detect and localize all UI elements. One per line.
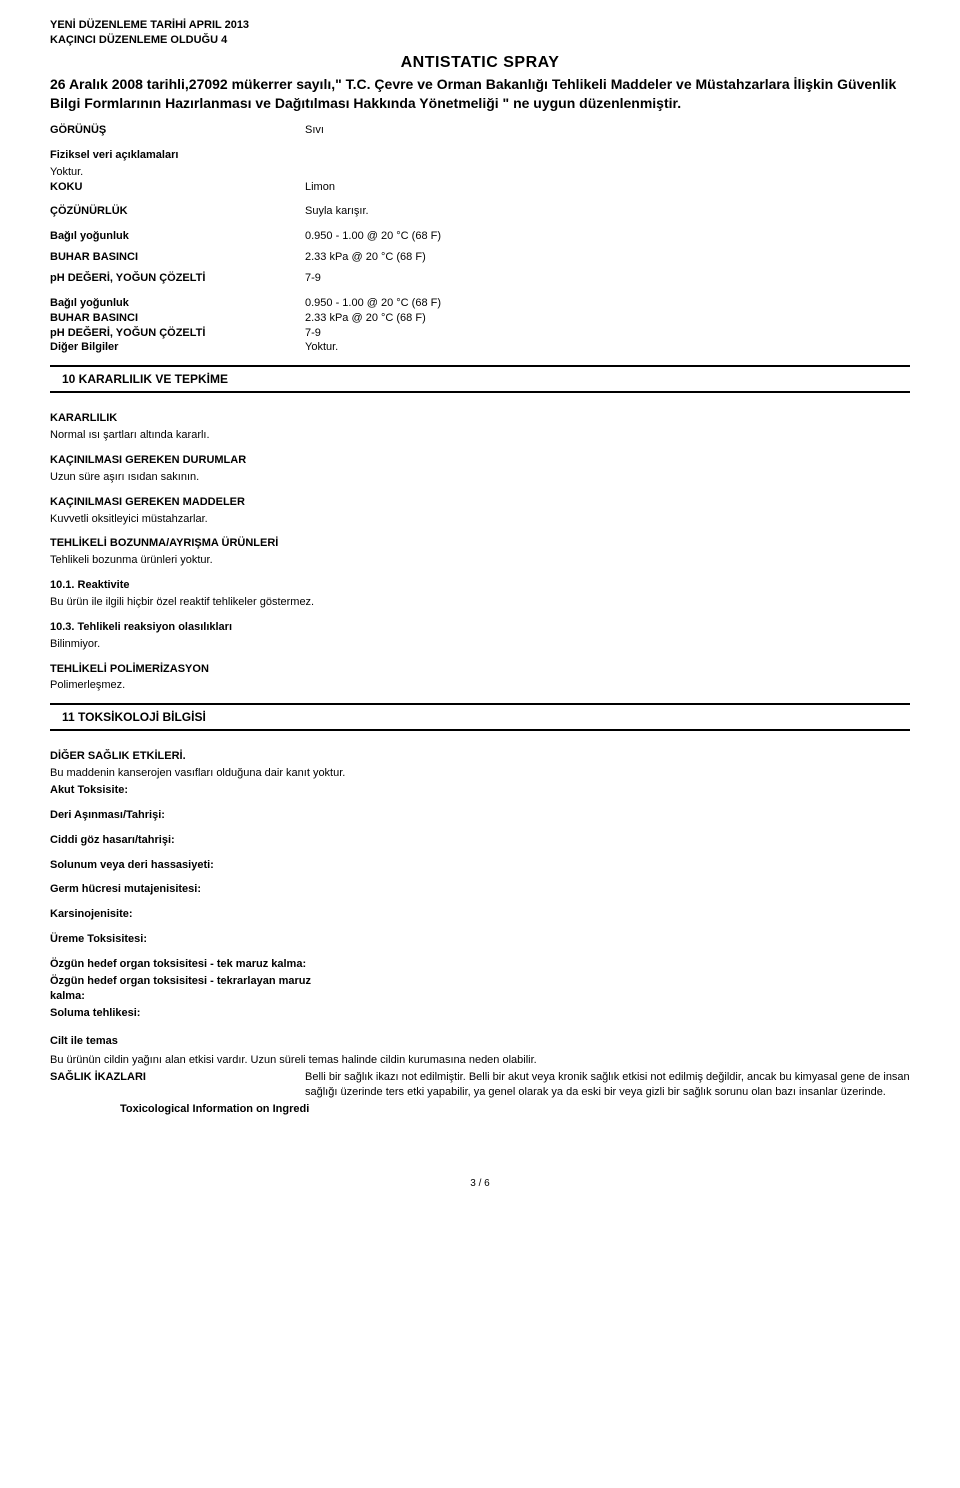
decomp-label: TEHLİKELİ BOZUNMA/AYRIŞMA ÜRÜNLERİ [50,536,910,551]
resp-sens-label: Solunum veya deri hassasiyeti: [50,858,910,873]
stot-single-label: Özgün hedef organ toksisitesi - tek maru… [50,957,330,972]
solubility-value: Suyla karışır. [305,204,369,219]
reldens2-value: 0.950 - 1.00 @ 20 °C (68 F) [305,296,441,311]
avoid-mat-text: Kuvvetli oksitleyici müstahzarlar. [50,512,910,527]
vapor1-value: 2.33 kPa @ 20 °C (68 F) [305,250,426,265]
skin-contact-text: Bu ürünün cildin yağını alan etkisi vard… [50,1053,910,1068]
ph2-value: 7-9 [305,326,321,341]
header-revision-date: YENİ DÜZENLEME TARİHİ APRIL 2013 [50,18,910,33]
eye-dmg-label: Ciddi göz hasarı/tahrişi: [50,833,910,848]
odor-value: Limon [305,180,335,195]
health-warn-text: Belli bir sağlık ikazı not edilmiştir. B… [305,1070,910,1100]
health-warn-label: SAĞLIK İKAZLARI [50,1070,305,1100]
carc-label: Karsinojenisite: [50,907,910,922]
toxico-ingredient-label: Toxicological Information on Ingredi [120,1102,910,1117]
skin-contact-label: Cilt ile temas [50,1034,910,1049]
hazreact-text: Bilinmiyor. [50,637,910,652]
repro-label: Üreme Toksisitesi: [50,932,910,947]
polym-label: TEHLİKELİ POLİMERİZASYON [50,662,910,677]
physnotes-label: Fiziksel veri açıklamaları [50,148,910,163]
polym-text: Polimerleşmez. [50,678,910,693]
vapor2-value: 2.33 kPa @ 20 °C (68 F) [305,311,426,326]
vapor1-label: BUHAR BASINCI [50,250,305,265]
other-health-text: Bu maddenin kanserojen vasıfları olduğun… [50,766,910,781]
skin-corr-label: Deri Aşınması/Tahrişi: [50,808,910,823]
ph1-label: pH DEĞERİ, YOĞUN ÇÖZELTİ [50,271,305,286]
avoid-cond-text: Uzun süre aşırı ısıdan sakının. [50,470,910,485]
section-11-title: 11 TOKSİKOLOJİ BİLGİSİ [50,703,910,731]
germ-label: Germ hücresi mutajenisitesi: [50,882,910,897]
page-number: 3 / 6 [50,1177,910,1191]
physnotes-value: Yoktur. [50,165,910,180]
acute-tox-label: Akut Toksisite: [50,783,910,798]
reldens1-value: 0.950 - 1.00 @ 20 °C (68 F) [305,229,441,244]
solubility-label: ÇÖZÜNÜRLÜK [50,204,305,219]
reldens1-label: Bağıl yoğunluk [50,229,305,244]
reactivity-text: Bu ürün ile ilgili hiçbir özel reaktif t… [50,595,910,610]
appearance-value: Sıvı [305,123,324,138]
reldens2-label: Bağıl yoğunluk [50,296,305,311]
page-title: ANTISTATIC SPRAY [50,52,910,74]
ph1-value: 7-9 [305,271,321,286]
vapor2-label: BUHAR BASINCI [50,311,305,326]
odor-label: KOKU [50,180,305,195]
avoid-cond-label: KAÇINILMASI GEREKEN DURUMLAR [50,453,910,468]
hazreact-label: 10.3. Tehlikeli reaksiyon olasılıkları [50,620,910,635]
ph2-label: pH DEĞERİ, YOĞUN ÇÖZELTİ [50,326,305,341]
regulation-text: 26 Aralık 2008 tarihli,27092 mükerrer sa… [50,75,910,113]
stability-label: KARARLILIK [50,411,910,426]
appearance-label: GÖRÜNÜŞ [50,123,305,138]
section-10-title: 10 KARARLILIK VE TEPKİME [50,365,910,393]
reactivity-label: 10.1. Reaktivite [50,578,910,593]
other-info-label: Diğer Bilgiler [50,340,305,355]
avoid-mat-label: KAÇINILMASI GEREKEN MADDELER [50,495,910,510]
decomp-text: Tehlikeli bozunma ürünleri yoktur. [50,553,910,568]
aspiration-label: Soluma tehlikesi: [50,1006,910,1021]
header-revision-no: KAÇINCI DÜZENLEME OLDUĞU 4 [50,33,910,48]
other-info-value: Yoktur. [305,340,338,355]
other-health-label: DİĞER SAĞLIK ETKİLERİ. [50,749,910,764]
stot-repeat-label: Özgün hedef organ toksisitesi - tekrarla… [50,974,330,1004]
stability-text: Normal ısı şartları altında kararlı. [50,428,910,443]
